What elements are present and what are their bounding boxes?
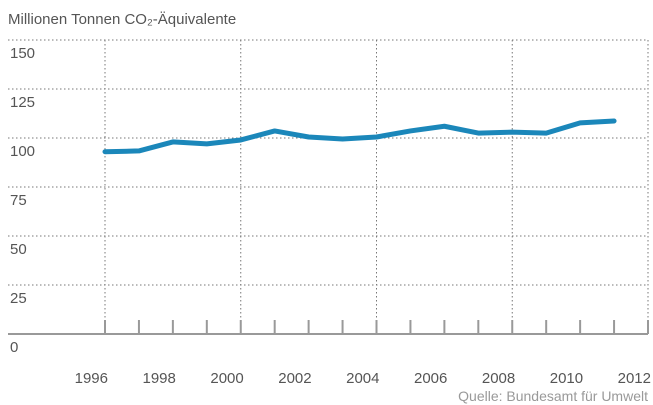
y-tick-label: 75 [10, 192, 27, 209]
y-tick-label: 150 [10, 45, 35, 62]
x-tick-label: 1996 [75, 370, 108, 387]
data-line [102, 118, 617, 155]
x-tick-label: 2004 [346, 370, 379, 387]
x-tick-label: 1998 [143, 370, 176, 387]
x-tick-label: 2008 [482, 370, 515, 387]
chart-title: Millionen Tonnen CO₂-Äquivalente [8, 11, 236, 28]
y-tick-label: 125 [10, 94, 35, 111]
x-tick-label: 2000 [210, 370, 243, 387]
y-tick-label: 100 [10, 143, 35, 160]
x-tick-label: 2002 [278, 370, 311, 387]
x-tick-label: 2012 [618, 370, 651, 387]
y-tick-label: 50 [10, 241, 27, 258]
y-tick-label: 0 [10, 339, 18, 356]
y-tick-label: 25 [10, 290, 27, 307]
x-tick-label: 2010 [550, 370, 583, 387]
source: Quelle: Bundesamt für Umwelt [458, 388, 648, 404]
x-tick-label: 2006 [414, 370, 447, 387]
